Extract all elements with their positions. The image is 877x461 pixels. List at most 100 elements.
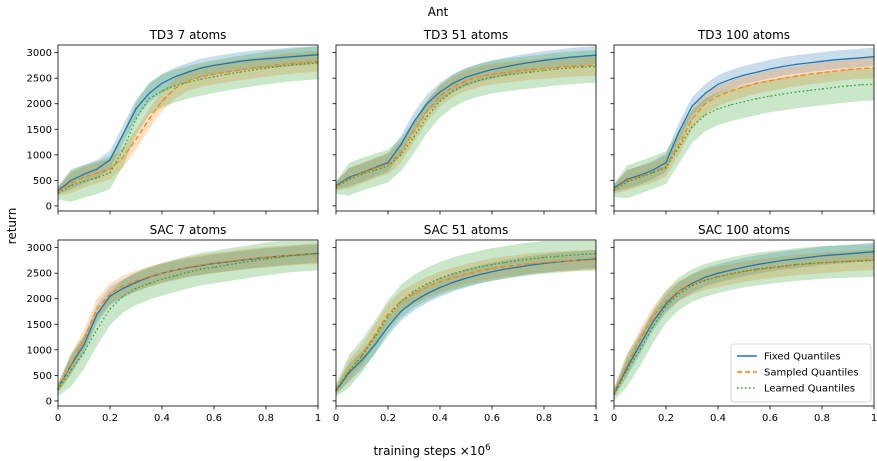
confidence-band xyxy=(336,55,596,191)
data-point xyxy=(543,261,545,264)
data-point xyxy=(122,285,124,287)
data-point xyxy=(213,64,215,67)
data-point xyxy=(665,303,667,305)
data-point xyxy=(83,351,85,353)
data-point xyxy=(543,256,545,258)
data-point xyxy=(847,253,849,255)
y-tick-label: 2000 xyxy=(27,294,52,305)
y-tick-label: 1500 xyxy=(27,320,52,331)
data-point xyxy=(821,88,823,90)
data-point xyxy=(717,83,719,85)
data-point xyxy=(426,115,428,118)
data-point xyxy=(626,179,628,181)
data-point xyxy=(782,65,784,68)
data-point xyxy=(348,372,350,374)
data-point xyxy=(808,262,810,265)
data-point xyxy=(83,176,85,178)
data-point xyxy=(530,61,532,63)
data-point xyxy=(148,118,150,120)
data-point xyxy=(639,339,641,341)
data-point xyxy=(860,84,862,86)
data-point xyxy=(426,283,428,285)
y-tick-label: 500 xyxy=(33,176,52,187)
data-point xyxy=(530,262,532,265)
data-point xyxy=(161,278,163,280)
data-point xyxy=(278,65,280,68)
data-point xyxy=(704,276,706,278)
data-point xyxy=(374,333,376,336)
data-point xyxy=(491,268,493,270)
data-point xyxy=(348,178,350,180)
data-point xyxy=(665,166,667,169)
data-point xyxy=(400,151,402,153)
data-point xyxy=(834,254,836,256)
data-point xyxy=(361,173,363,175)
data-point xyxy=(265,258,267,260)
data-point xyxy=(413,131,415,133)
data-point xyxy=(291,56,293,58)
data-point xyxy=(517,259,519,262)
data-point xyxy=(426,293,428,295)
data-point xyxy=(491,73,493,75)
data-point xyxy=(704,114,706,116)
data-point xyxy=(361,172,363,174)
confidence-band xyxy=(58,51,318,196)
legend-label: Fixed Quantiles xyxy=(764,352,841,363)
data-point xyxy=(504,268,506,270)
data-point xyxy=(678,144,680,146)
data-point xyxy=(652,172,654,174)
data-point xyxy=(847,85,849,87)
data-point xyxy=(83,180,85,182)
data-point xyxy=(174,76,176,78)
data-point xyxy=(678,131,680,133)
confidence-band xyxy=(58,244,318,392)
data-point xyxy=(413,293,415,295)
confidence-band xyxy=(336,50,596,196)
x-tick-label: 1 xyxy=(871,413,877,424)
data-point xyxy=(704,103,706,105)
y-tick-label: 1000 xyxy=(27,345,52,356)
data-point xyxy=(161,90,163,92)
x-tick-label: 1 xyxy=(315,413,321,424)
data-point xyxy=(730,273,732,275)
data-point xyxy=(439,100,441,102)
data-point xyxy=(691,105,693,107)
x-axis-label: training steps ×106 xyxy=(373,443,490,458)
data-point xyxy=(652,169,654,171)
data-point xyxy=(678,290,680,292)
data-point xyxy=(582,259,584,262)
data-point xyxy=(70,179,72,181)
data-point xyxy=(478,72,480,74)
axes-frame xyxy=(57,44,319,212)
data-point xyxy=(413,290,415,292)
data-point xyxy=(135,287,137,290)
data-point xyxy=(439,281,441,283)
data-point xyxy=(413,300,415,302)
axes-frame xyxy=(613,44,875,212)
data-point xyxy=(452,281,454,283)
confidence-band xyxy=(58,46,318,195)
data-point xyxy=(569,254,571,256)
data-point xyxy=(439,95,441,97)
data-point xyxy=(639,175,641,177)
data-point xyxy=(452,86,454,88)
data-point xyxy=(730,104,732,106)
data-point xyxy=(652,321,654,323)
data-point xyxy=(478,79,480,81)
x-tick-label: 0 xyxy=(55,413,61,424)
data-point xyxy=(213,76,215,78)
data-point xyxy=(304,61,306,63)
data-point xyxy=(265,256,267,258)
subplot-title: TD3 7 atoms xyxy=(149,28,227,42)
data-point xyxy=(348,176,350,178)
data-point xyxy=(400,154,402,156)
data-point xyxy=(426,286,428,288)
data-point xyxy=(478,76,480,78)
x-tick-label: 0.8 xyxy=(536,413,552,424)
data-point xyxy=(96,308,98,310)
data-point xyxy=(678,146,680,148)
data-point xyxy=(252,59,254,61)
data-point xyxy=(847,260,849,263)
